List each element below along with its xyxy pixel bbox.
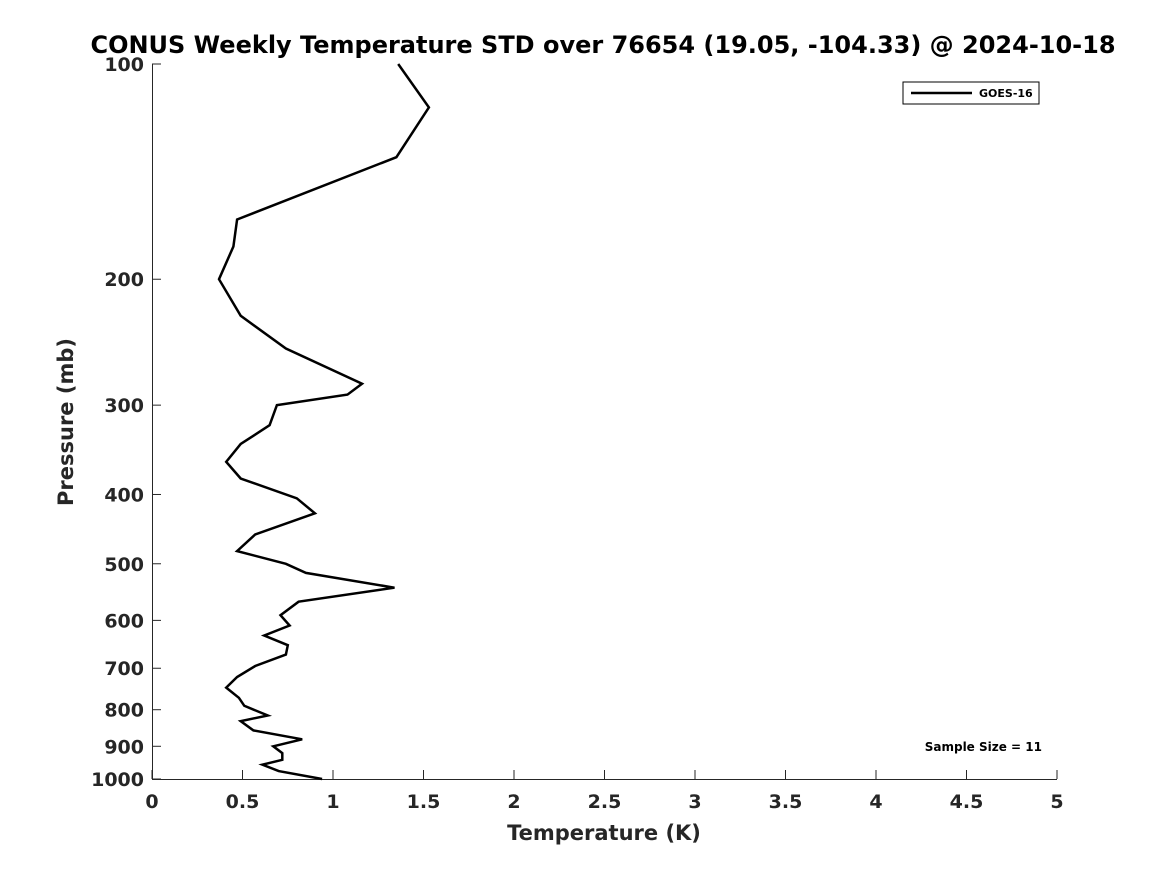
- x-tick-label: 2.5: [588, 791, 622, 813]
- y-tick-label: 400: [104, 484, 144, 506]
- y-tick-label: 700: [104, 658, 144, 680]
- y-tick-label: 100: [104, 54, 144, 76]
- series-group: [217, 63, 431, 781]
- x-tick-label: 0.5: [226, 791, 260, 813]
- y-axis-label: Pressure (mb): [54, 338, 78, 506]
- x-tick-label: 4: [869, 791, 882, 813]
- sample-size-annotation: Sample Size = 11: [925, 740, 1042, 754]
- y-tick-label: 900: [104, 736, 144, 758]
- x-tick-label: 5: [1050, 791, 1063, 813]
- x-axis-label: Temperature (K): [507, 821, 701, 845]
- y-tick-label: 800: [104, 700, 144, 722]
- x-tick-label: 3.5: [769, 791, 803, 813]
- y-tick-label: 600: [104, 610, 144, 632]
- y-axis-ticks: 100 200 300 400 500 600 700 800 900 1000: [91, 54, 161, 791]
- x-tick-label: 1: [326, 791, 339, 813]
- x-tick-label: 1.5: [407, 791, 441, 813]
- y-tick-label: 500: [104, 554, 144, 576]
- y-tick-label: 200: [104, 269, 144, 291]
- x-tick-label: 3: [688, 791, 701, 813]
- legend: GOES-16: [902, 81, 1040, 105]
- x-tick-label: 2: [507, 791, 520, 813]
- chart-title: CONUS Weekly Temperature STD over 76654 …: [90, 31, 1115, 59]
- x-tick-label: 0: [145, 791, 158, 813]
- y-tick-label: 300: [104, 395, 144, 417]
- legend-label: GOES-16: [979, 87, 1033, 100]
- x-tick-label: 4.5: [950, 791, 984, 813]
- y-tick-label: 1000: [91, 769, 144, 791]
- x-axis-ticks: 0 0.5 1 1.5 2 2.5 3 3.5 4 4.5 5: [145, 770, 1064, 813]
- series-line-goes-16: [217, 63, 431, 781]
